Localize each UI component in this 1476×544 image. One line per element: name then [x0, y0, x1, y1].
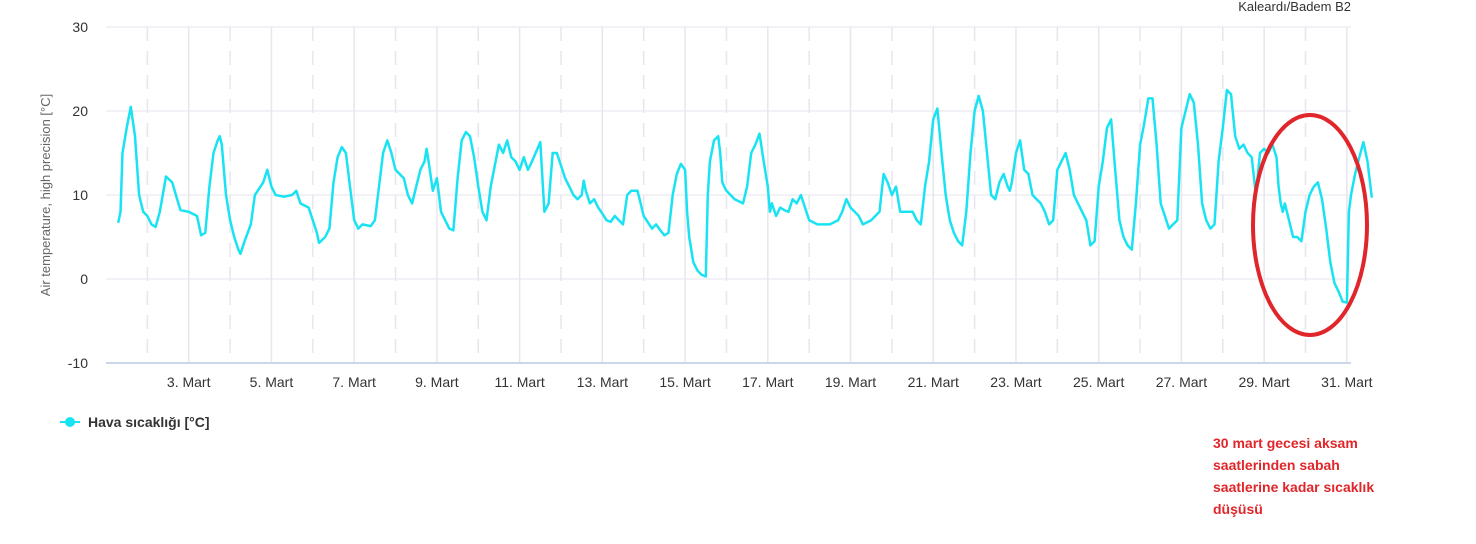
- annotation-line: saatlerinden sabah: [1213, 457, 1340, 473]
- legend-item[interactable]: Hava sıcaklığı [°C]: [60, 414, 210, 430]
- series-layer: [117, 88, 1373, 304]
- x-tick-label: 7. Mart: [332, 374, 376, 390]
- station-label: Kaleardı/Badem B2: [1238, 0, 1351, 14]
- series-line: [117, 88, 1373, 304]
- x-tick-label: 9. Mart: [415, 374, 459, 390]
- x-tick-label: 13. Mart: [577, 374, 628, 390]
- x-tick-label: 31. Mart: [1321, 374, 1372, 390]
- y-tick-label: 0: [80, 271, 88, 287]
- highlight-ellipse: [1251, 113, 1369, 337]
- x-tick-label: 5. Mart: [250, 374, 294, 390]
- x-tick-label: 27. Mart: [1156, 374, 1207, 390]
- x-tick-label: 23. Mart: [990, 374, 1041, 390]
- y-tick-label: -10: [68, 355, 88, 371]
- axes: -10 0 10 20 30 3. Mart 5. Mart 7. Mart 9. Mart 11…: [68, 19, 1373, 390]
- legend-marker-icon: [60, 414, 80, 430]
- y-tick-label: 30: [72, 19, 88, 35]
- x-tick-label: 17. Mart: [742, 374, 793, 390]
- y-axis-label: Air temperature, high precision [°C]: [38, 94, 53, 296]
- annotation-line: düşüsü: [1213, 501, 1263, 517]
- annotation-note: 30 mart gecesi aksam saatlerinden sabah …: [1213, 432, 1453, 520]
- x-tick-label: 29. Mart: [1238, 374, 1289, 390]
- annotation-line: saatlerine kadar sıcaklık: [1213, 479, 1375, 495]
- legend-label: Hava sıcaklığı [°C]: [88, 414, 210, 430]
- x-tick-label: 3. Mart: [167, 374, 211, 390]
- x-tick-label: 25. Mart: [1073, 374, 1124, 390]
- y-tick-label: 10: [72, 187, 88, 203]
- x-tick-label: 19. Mart: [825, 374, 876, 390]
- x-tick-label: 11. Mart: [494, 374, 544, 390]
- x-tick-label: 15. Mart: [659, 374, 710, 390]
- x-tick-label: 21. Mart: [908, 374, 959, 390]
- annotation-line: 30 mart gecesi aksam: [1213, 435, 1358, 451]
- y-tick-label: 20: [72, 103, 88, 119]
